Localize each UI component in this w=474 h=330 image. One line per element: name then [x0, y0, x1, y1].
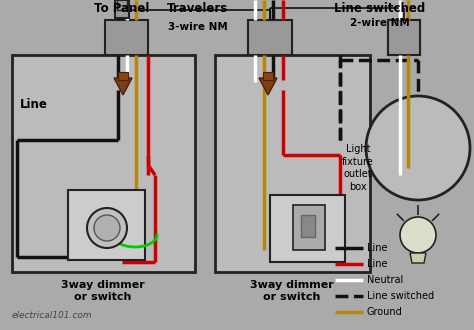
FancyBboxPatch shape	[215, 55, 370, 272]
Circle shape	[87, 208, 127, 248]
FancyBboxPatch shape	[68, 190, 145, 260]
Text: electrical101.com: electrical101.com	[12, 311, 92, 320]
FancyBboxPatch shape	[301, 215, 315, 237]
FancyBboxPatch shape	[263, 72, 273, 80]
FancyBboxPatch shape	[12, 55, 195, 272]
Polygon shape	[259, 78, 277, 95]
Text: Line: Line	[367, 259, 388, 269]
Text: 3way dimmer
or switch: 3way dimmer or switch	[61, 280, 145, 302]
FancyBboxPatch shape	[105, 20, 148, 55]
Text: Neutral: Neutral	[367, 275, 403, 285]
Text: 2-wire NM: 2-wire NM	[350, 18, 410, 28]
FancyBboxPatch shape	[248, 20, 292, 55]
Text: Line: Line	[20, 98, 48, 112]
FancyBboxPatch shape	[118, 72, 128, 80]
FancyBboxPatch shape	[115, 0, 129, 18]
Text: Line: Line	[367, 243, 388, 253]
Text: Ground: Ground	[367, 307, 403, 317]
Text: To Panel: To Panel	[94, 2, 150, 15]
Text: Line switched: Line switched	[334, 2, 426, 15]
Circle shape	[366, 96, 470, 200]
FancyBboxPatch shape	[388, 20, 420, 55]
FancyBboxPatch shape	[270, 195, 345, 262]
Circle shape	[400, 217, 436, 253]
Polygon shape	[410, 253, 426, 263]
Polygon shape	[114, 78, 132, 95]
Text: Travelers: Travelers	[167, 2, 228, 15]
Text: 3way dimmer
or switch: 3way dimmer or switch	[250, 280, 334, 302]
FancyBboxPatch shape	[388, 20, 420, 55]
Text: 3-wire NM: 3-wire NM	[168, 22, 228, 32]
Circle shape	[94, 215, 120, 241]
Text: Line switched: Line switched	[367, 291, 434, 301]
Text: Light
fixture
outlet
box: Light fixture outlet box	[342, 145, 374, 192]
FancyBboxPatch shape	[293, 205, 325, 250]
